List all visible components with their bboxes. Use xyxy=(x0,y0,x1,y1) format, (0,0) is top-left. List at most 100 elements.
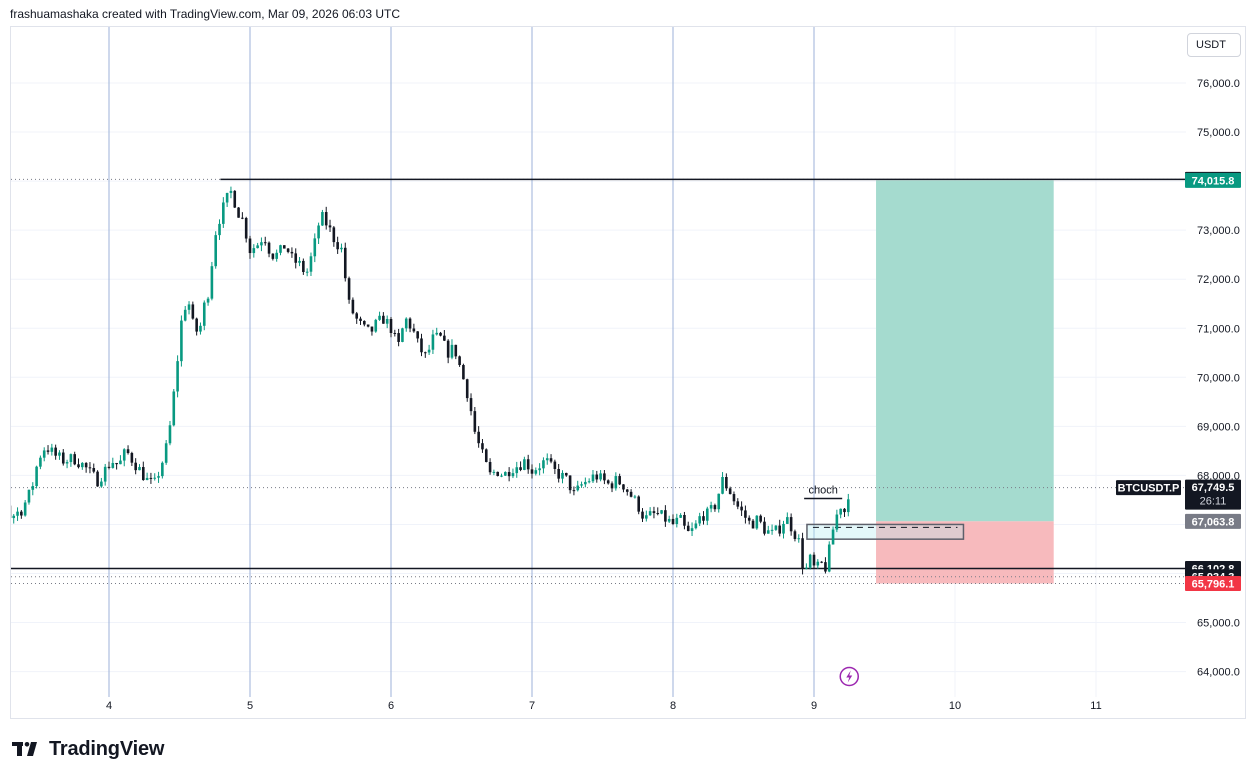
candle-body xyxy=(81,462,84,468)
candle-body xyxy=(340,247,343,250)
candle-body xyxy=(164,443,168,463)
candle-body xyxy=(50,447,54,452)
candle-body xyxy=(523,459,526,470)
candle-body xyxy=(187,304,191,310)
time-axis-label: 11 xyxy=(1090,700,1101,712)
candle-body xyxy=(92,468,96,472)
price-axis-label: 68,000.0 xyxy=(1197,470,1240,482)
candle-body xyxy=(100,481,103,487)
grid-layer xyxy=(11,27,1186,697)
candle-body xyxy=(374,319,378,332)
candle-body xyxy=(408,318,412,329)
candle-body xyxy=(176,361,179,392)
tradingview-logo[interactable]: TradingView xyxy=(12,737,164,761)
candle-body xyxy=(625,489,629,492)
candle-body xyxy=(427,349,431,353)
candle-body xyxy=(252,248,256,254)
candle-body xyxy=(812,554,816,566)
candle-body xyxy=(65,462,69,464)
candle-body xyxy=(751,520,755,529)
candle-body xyxy=(618,476,621,485)
candle-body xyxy=(191,304,195,319)
price-axis-label: 76,000.0 xyxy=(1197,78,1240,90)
countdown-label: 26:11 xyxy=(1200,496,1227,508)
candle-body xyxy=(420,338,423,353)
price-tag xyxy=(1185,513,1241,529)
candle-body xyxy=(477,431,480,444)
candle-body xyxy=(827,544,831,572)
candle-body xyxy=(397,333,400,342)
candle-body xyxy=(282,245,286,249)
candle-body xyxy=(153,477,157,479)
candle-body xyxy=(355,313,359,319)
candle-body xyxy=(664,510,667,522)
candle-body xyxy=(557,468,560,479)
time-axis-label: 4 xyxy=(106,700,112,712)
candle-body xyxy=(747,517,751,521)
candle-body xyxy=(378,315,381,320)
price-tag-label: 67,749.5 xyxy=(1192,482,1235,494)
candle-body xyxy=(561,472,564,479)
chart-area[interactable]: choch 64,000.0 65,000.0 68,000.0 69,000.0 70… xyxy=(10,26,1246,719)
candle-body xyxy=(206,298,210,303)
candle-body xyxy=(180,320,183,362)
candle-body xyxy=(641,511,644,519)
candle-body xyxy=(599,473,602,480)
candle-body xyxy=(736,501,740,507)
candle-body xyxy=(504,472,507,476)
candle-body xyxy=(336,242,339,250)
candle-body xyxy=(587,481,591,483)
candle-body xyxy=(237,207,240,218)
candle-body xyxy=(42,450,46,458)
price-chart[interactable]: choch 64,000.0 65,000.0 68,000.0 69,000.0 70… xyxy=(11,27,1246,719)
candle-body xyxy=(652,511,656,514)
candle-body xyxy=(465,379,469,399)
candle-body xyxy=(622,484,625,490)
candle-body xyxy=(119,460,122,465)
candle-body xyxy=(35,466,38,487)
candle-body xyxy=(12,515,16,519)
candle-body xyxy=(111,462,115,468)
candle-body xyxy=(61,452,65,464)
candle-body xyxy=(27,489,31,503)
time-axis-label: 10 xyxy=(949,700,961,712)
candle-body xyxy=(195,318,198,332)
symbol-tag xyxy=(1116,480,1181,496)
candle-body xyxy=(534,470,538,474)
candle-body xyxy=(161,462,164,477)
price-axis-label: 71,000.0 xyxy=(1197,323,1240,335)
candle-body xyxy=(267,242,271,254)
candle-body xyxy=(382,315,385,324)
candle-body xyxy=(759,515,762,522)
candle-body xyxy=(199,325,202,332)
candle-body xyxy=(603,473,606,481)
tradingview-logo-icon xyxy=(12,742,37,756)
candle-body xyxy=(183,309,187,321)
candle-body xyxy=(675,517,679,525)
choch-label: choch xyxy=(808,484,837,496)
candle-body xyxy=(614,476,618,489)
candle-body xyxy=(347,278,351,300)
candle-body xyxy=(275,252,278,259)
candle-body xyxy=(385,318,389,324)
price-axis-label: 65,000.0 xyxy=(1197,618,1240,630)
candle-body xyxy=(149,477,153,479)
candle-body xyxy=(496,471,500,476)
candle-body xyxy=(778,525,782,534)
candle-body xyxy=(145,477,149,481)
candle-body xyxy=(671,518,675,525)
candle-body xyxy=(732,494,736,502)
candle-body xyxy=(393,332,397,334)
candle-body xyxy=(202,302,206,326)
candle-body xyxy=(564,472,568,476)
candle-body xyxy=(709,505,713,509)
candle-body xyxy=(107,466,111,468)
currency-selector[interactable]: USDT xyxy=(1187,33,1241,57)
candle-body xyxy=(740,506,743,511)
target-zone xyxy=(876,180,1054,522)
candle-body xyxy=(359,318,362,321)
candle-body xyxy=(210,266,214,299)
candle-body xyxy=(157,476,160,478)
candle-body xyxy=(214,235,218,267)
candle-body xyxy=(363,320,366,325)
